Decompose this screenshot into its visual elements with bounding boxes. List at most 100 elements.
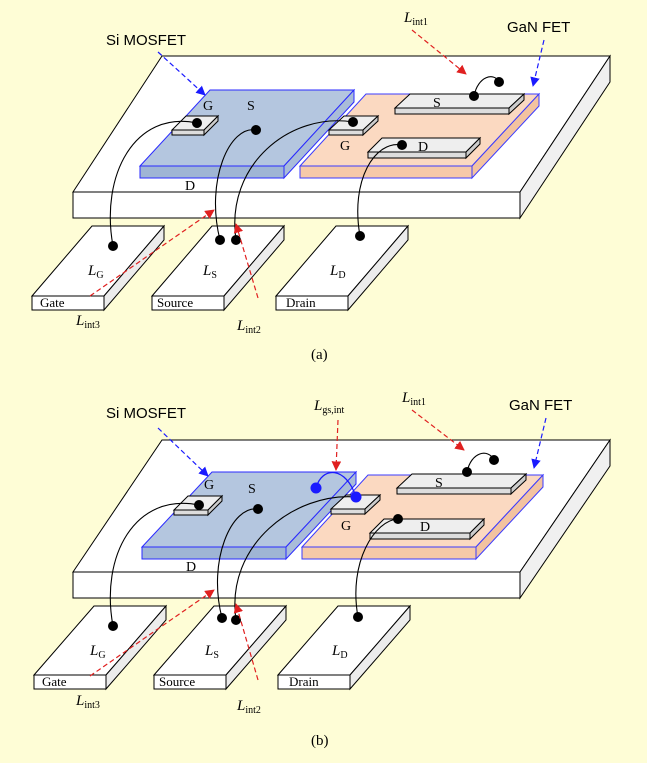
pad-gate-label: Gate xyxy=(42,674,67,689)
arrow-si-label-a xyxy=(157,51,206,96)
gan-drain-pad-a xyxy=(366,136,482,160)
caption-b: (b) xyxy=(311,733,329,749)
si-drain-label: D xyxy=(186,560,196,575)
arrow-lint3-b xyxy=(89,589,215,677)
arrow-lint1-a xyxy=(411,29,467,75)
substrate-side xyxy=(519,54,611,220)
dot xyxy=(253,504,263,514)
dot xyxy=(215,235,225,245)
pad-source-label: Source xyxy=(159,674,195,689)
dot xyxy=(192,118,202,128)
dot xyxy=(108,621,118,631)
gan-gate-label: G xyxy=(341,519,351,534)
arrow-lint2-b xyxy=(233,603,259,681)
ld-label: LD xyxy=(331,643,348,661)
package-pad-gate-a xyxy=(30,224,166,312)
dot xyxy=(217,613,227,623)
dot xyxy=(355,231,365,241)
gan-die-side xyxy=(475,473,544,561)
blue-dot xyxy=(310,482,322,494)
lg-label: LG xyxy=(89,643,106,661)
si-die-front xyxy=(139,165,285,179)
gan-fet-label: GaN FET xyxy=(509,397,572,414)
wire-source-a xyxy=(214,129,257,241)
lint3-label: Lint3 xyxy=(75,693,100,711)
dot xyxy=(108,241,118,251)
dot xyxy=(231,235,241,245)
wire-source-b xyxy=(216,508,259,619)
si-die-side xyxy=(283,88,355,180)
wire-drain-b xyxy=(355,518,399,618)
si-drain-label: D xyxy=(185,179,195,194)
panel-b: G S D S G D Si MOSFET GaN FET Lgs,int Li… xyxy=(32,390,611,749)
lg-label: LG xyxy=(87,263,104,281)
dot xyxy=(489,455,499,465)
gan-die-front xyxy=(299,165,473,179)
substrate-side xyxy=(519,438,611,600)
gan-source-pad-a xyxy=(393,92,526,116)
ls-label: LS xyxy=(204,643,219,661)
arrow-lint1-b xyxy=(411,409,465,451)
wire-dots-a xyxy=(108,77,504,251)
lint3-label: Lint3 xyxy=(75,313,100,331)
wire-gate-a xyxy=(109,120,198,247)
gan-source-label: S xyxy=(435,476,443,491)
arrow-lint2-a xyxy=(233,223,259,299)
wire-drain-a xyxy=(357,144,403,237)
si-gate-pad-a xyxy=(170,114,220,137)
package-pad-gate-b xyxy=(32,604,168,691)
dot xyxy=(251,125,261,135)
arrow-lint3-a xyxy=(89,209,215,297)
gan-fet-label: GaN FET xyxy=(507,19,570,36)
si-source-label: S xyxy=(248,482,256,497)
package-pad-source-b xyxy=(152,604,288,691)
pad-gate-label: Gate xyxy=(40,295,65,310)
package-pad-drain-b xyxy=(276,604,412,691)
dot xyxy=(494,77,504,87)
pad-source-label: Source xyxy=(157,295,193,310)
dot xyxy=(353,612,363,622)
dot xyxy=(393,514,403,524)
wire-gan-gate-a xyxy=(234,120,354,241)
lgs-int-label: Lgs,int xyxy=(313,398,345,416)
ls-label: LS xyxy=(202,263,217,281)
gan-gate-label: G xyxy=(340,139,350,154)
package-pad-source-a xyxy=(150,224,286,312)
gs-int-dots-b xyxy=(310,482,362,503)
lint1-label: Lint1 xyxy=(401,390,426,408)
dot xyxy=(462,467,472,477)
si-gate-label: G xyxy=(203,99,213,114)
gan-drain-label: D xyxy=(418,140,428,155)
panel-a: G S D S G D Si MOSFET GaN FET Lint1 Lint… xyxy=(30,10,611,363)
gan-drain-label: D xyxy=(420,520,430,535)
wire-gate-b xyxy=(109,502,200,627)
pad-drain-label: Drain xyxy=(286,295,316,310)
dot xyxy=(469,91,479,101)
gan-die-side xyxy=(471,92,540,180)
si-mosfet-die-b xyxy=(140,470,358,561)
caption-a: (a) xyxy=(311,347,328,363)
si-mosfet-die-a xyxy=(138,88,356,180)
dot xyxy=(231,615,241,625)
arrow-lgs-int-b xyxy=(331,419,342,471)
substrate-front xyxy=(72,191,521,219)
lint1-label: Lint1 xyxy=(403,10,428,28)
dot xyxy=(348,117,358,127)
si-mosfet-label: Si MOSFET xyxy=(106,32,186,49)
dot xyxy=(194,500,204,510)
si-source-label: S xyxy=(247,99,255,114)
gan-source-label: S xyxy=(433,96,441,111)
package-pad-drain-a xyxy=(274,224,410,312)
pad-drain-label: Drain xyxy=(289,674,319,689)
si-mosfet-label: Si MOSFET xyxy=(106,405,186,422)
gan-die-front xyxy=(301,546,477,560)
gan-source-pad-b xyxy=(395,472,528,496)
si-die-side xyxy=(285,470,357,561)
arrow-gan-label-b xyxy=(531,417,547,469)
si-die-front xyxy=(141,546,287,560)
wire-dots-b xyxy=(108,455,499,631)
wire-gan-gate-b xyxy=(234,496,357,621)
lint2-label: Lint2 xyxy=(236,318,261,336)
dot xyxy=(397,140,407,150)
